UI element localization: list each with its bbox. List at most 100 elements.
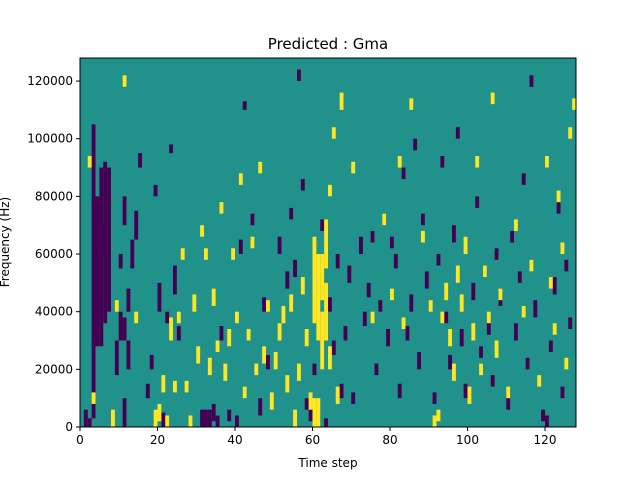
heatmap-cell-high — [153, 409, 158, 427]
y-tick-label: 20000 — [35, 362, 73, 376]
heatmap-cell-low — [568, 317, 573, 329]
heatmap-cell-high — [192, 294, 197, 312]
heatmap-cell-high — [351, 161, 356, 174]
heatmap-cell-high — [91, 392, 96, 404]
heatmap-cell-low — [490, 375, 495, 387]
heatmap-cell-high — [455, 265, 460, 283]
heatmap-cell-low — [211, 403, 216, 422]
heatmap-cell-low — [134, 210, 139, 240]
y-tick-label: 120000 — [27, 74, 73, 88]
heatmap-cell-low — [421, 213, 425, 226]
heatmap-cell-high — [277, 323, 282, 341]
heatmap-cell-low — [153, 184, 158, 197]
heatmap-cell-high — [176, 311, 181, 324]
heatmap-cell-low — [242, 101, 247, 110]
heatmap-cell-high — [312, 236, 317, 324]
heatmap-cell-low — [409, 294, 414, 312]
heatmap-cell-high — [521, 305, 526, 318]
heatmap-cell-high — [258, 161, 263, 174]
heatmap-cell-high — [87, 156, 92, 168]
heatmap-cell-low — [471, 282, 476, 301]
heatmap-cell-high — [572, 98, 577, 110]
heatmap-cell-low — [347, 265, 352, 283]
heatmap-cell-high — [219, 202, 224, 214]
heatmap-cell-low — [455, 127, 460, 139]
x-tick-label: 80 — [382, 433, 397, 447]
heatmap-cell-low — [238, 239, 243, 255]
heatmap-cell-high — [157, 403, 162, 422]
heatmap-cell-low — [339, 383, 344, 399]
heatmap-cell-low — [548, 340, 553, 353]
x-axis: 0 20 40 60 80 100 120 — [76, 427, 556, 447]
heatmap-cell-high — [328, 184, 332, 197]
heatmap-cell-high — [401, 317, 406, 329]
heatmap-cell-low — [83, 409, 88, 427]
heatmap-cell-high — [568, 127, 573, 139]
x-tick-label: 40 — [227, 433, 242, 447]
heatmap-cell-low — [514, 323, 518, 341]
heatmap-cell-low — [285, 271, 290, 289]
heatmap-cell-high — [114, 300, 119, 312]
heatmap-cell-high — [293, 409, 298, 427]
heatmap-cell-low — [145, 383, 150, 399]
heatmap-cell-low — [324, 418, 329, 427]
heatmap-cell-low — [99, 167, 104, 347]
heatmap-cell-low — [432, 392, 437, 404]
heatmap-cell-high — [448, 328, 453, 347]
heatmap-cell-high — [111, 409, 115, 427]
heatmap-cell-high — [506, 386, 511, 399]
heatmap-cell-low — [351, 392, 356, 404]
heatmap-cell-low — [103, 225, 108, 255]
heatmap-cell-high — [440, 311, 445, 324]
plot-frame — [79, 57, 577, 428]
heatmap-cell-high — [467, 386, 472, 404]
heatmap-cell-high — [529, 259, 534, 272]
heatmap-cell-low — [390, 236, 394, 249]
x-tick-label: 100 — [456, 433, 479, 447]
y-tick-label: 0 — [65, 420, 73, 434]
heatmap-cell-low — [397, 383, 402, 399]
heatmap-cell-high — [254, 363, 259, 376]
heatmap-cell-high — [273, 352, 278, 370]
heatmap-cell-low — [320, 219, 325, 231]
heatmap-cell-low — [304, 398, 309, 410]
heatmap-cell-low — [564, 259, 569, 272]
heatmap-cell-low — [219, 326, 224, 341]
heatmap-cell-low — [95, 225, 100, 347]
heatmap-cell-low — [533, 300, 538, 318]
heatmap-cell-high — [227, 328, 232, 347]
y-axis-label: Frequency (Hz) — [0, 197, 12, 288]
heatmap-cell-high — [498, 288, 503, 301]
y-tick-label: 100000 — [27, 132, 73, 146]
heatmap-cell-low — [87, 418, 92, 427]
heatmap-cell-low — [118, 311, 123, 341]
heatmap-cell-low — [479, 346, 484, 358]
x-tick-label: 60 — [305, 433, 320, 447]
y-axis: 0 20000 40000 60000 80000 100000 120000 — [27, 74, 80, 434]
heatmap-cell-low — [235, 415, 239, 427]
heatmap-cell-low — [417, 352, 422, 370]
heatmap-cell-high — [204, 248, 208, 260]
y-tick-label: 80000 — [35, 189, 73, 203]
plot-area — [79, 57, 577, 428]
heatmap-cell-low — [122, 398, 127, 427]
heatmap-cell-low — [293, 259, 298, 278]
heatmap-cell-low — [312, 363, 317, 376]
heatmap-cell-low — [161, 412, 166, 427]
heatmap-cell-high — [490, 92, 495, 105]
heatmap-cell-high — [122, 75, 127, 87]
heatmap-cell-low — [494, 248, 499, 260]
heatmap-cell-high — [235, 311, 239, 324]
heatmap-cell-low — [300, 179, 305, 191]
heatmap-cell-low — [378, 300, 383, 312]
heatmap-cell-high — [494, 340, 499, 358]
heatmap-cell-high — [196, 346, 201, 364]
heatmap-cell-high — [316, 398, 321, 427]
heatmap-cell-low — [289, 207, 294, 220]
heatmap-cell-low — [475, 196, 480, 208]
heatmap-cell-high — [537, 375, 542, 387]
heatmap-cell-low — [436, 254, 441, 266]
heatmap-cell-high — [475, 156, 480, 168]
heatmap-cell-low — [444, 311, 449, 324]
